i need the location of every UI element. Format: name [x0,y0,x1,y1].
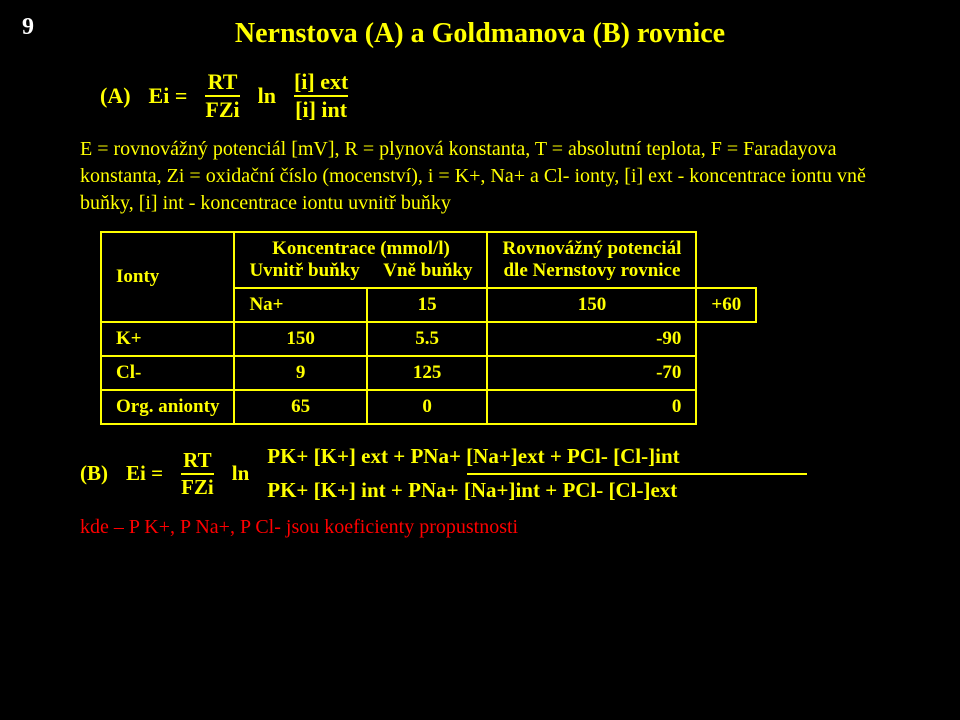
description-text: E = rovnovážný potenciál [mV], R = plyno… [80,136,920,217]
cell-in: 150 [234,322,366,356]
eq-b-bot: PK+ [K+] int + PNa+ [Na+]int + PCl- [Cl-… [267,477,677,504]
cell-out: 5.5 [367,322,488,356]
sub-out: Vně buňky [383,260,472,281]
table-header-row: Ionty Koncentrace (mmol/l) Uvnitř buňky … [101,232,756,288]
eq-a-frac2: [i] ext [i] int [294,70,348,122]
footnote-text: kde – P K+, P Na+, P Cl- jsou koeficient… [80,516,920,539]
eq-b-ln: ln [232,461,250,486]
cell-out: 0 [367,390,488,424]
eq-b-frac1: RT FZi [181,449,214,499]
fraction-line [467,473,807,475]
cell-out: 125 [367,356,488,390]
eq-b-top: PK+ [K+] ext + PNa+ [Na+]ext + PCl- [Cl-… [267,443,679,470]
cell-out: 150 [487,288,696,322]
cell-in: 15 [367,288,488,322]
eq-b-frac1-bot: FZi [181,476,214,499]
eq-b-label: (B) [80,461,108,486]
pot-l2: dle Nernstovy rovnice [503,260,680,281]
eq-a-label: (A) [100,83,131,109]
col-conc: Koncentrace (mmol/l) Uvnitř buňky Vně bu… [234,232,487,288]
cell-ion: Na+ [234,288,366,322]
equation-b: (B) Ei = RT FZi ln PK+ [K+] ext + PNa+ [… [80,443,920,504]
eq-a-frac1-top: RT [208,70,238,94]
conc-header-text: Koncentrace (mmol/l) [272,238,450,259]
ion-table: Ionty Koncentrace (mmol/l) Uvnitř buňky … [100,231,757,425]
eq-a-frac2-top: [i] ext [294,70,348,94]
sub-in: Uvnitř buňky [249,260,359,281]
eq-a-frac2-bot: [i] int [295,98,347,122]
col-ion: Ionty [101,232,234,322]
eq-b-lhs: Ei = [126,461,163,486]
cell-pot: +60 [696,288,756,322]
eq-a-ln: ln [258,83,276,109]
cell-pot: 0 [487,390,696,424]
equation-a: (A) Ei = RT FZi ln [i] ext [i] int [100,70,920,122]
cell-ion: Cl- [101,356,234,390]
eq-b-frac2: PK+ [K+] ext + PNa+ [Na+]ext + PCl- [Cl-… [267,443,807,504]
col-potential: Rovnovážný potenciál dle Nernstovy rovni… [487,232,696,288]
cell-in: 9 [234,356,366,390]
slide-title: Nernstova (A) a Goldmanova (B) rovnice [40,18,920,50]
cell-pot: -90 [487,322,696,356]
eq-a-frac1: RT FZi [205,70,239,122]
page-number: 9 [22,14,34,41]
eq-a-lhs: Ei = [149,83,188,109]
cell-pot: -70 [487,356,696,390]
eq-b-frac1-top: RT [183,449,211,472]
cell-in: 65 [234,390,366,424]
table-row: Cl- 9 125 -70 [101,356,756,390]
table-row: Org. anionty 65 0 0 [101,390,756,424]
pot-l1: Rovnovážný potenciál [502,238,681,259]
cell-ion: Org. anionty [101,390,234,424]
eq-a-frac1-bot: FZi [205,98,239,122]
table-row: K+ 150 5.5 -90 [101,322,756,356]
cell-ion: K+ [101,322,234,356]
